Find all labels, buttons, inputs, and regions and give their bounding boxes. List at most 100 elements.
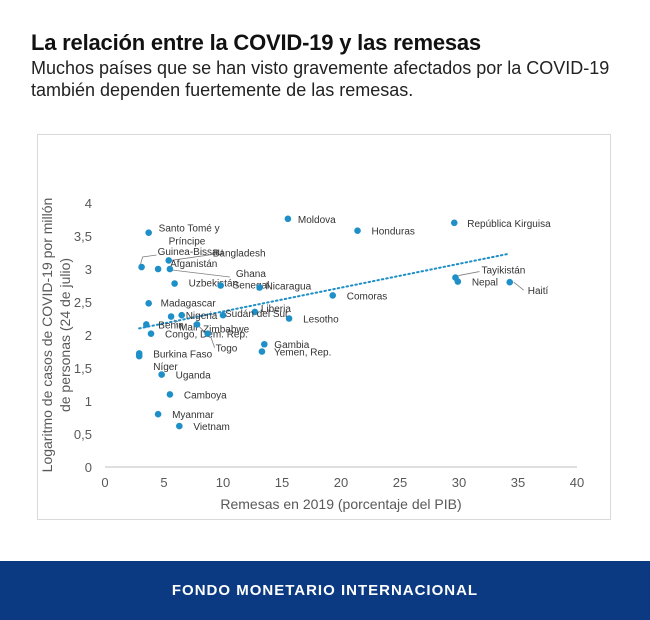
y-axis-label: Logaritmo de casos de COVID-19 por milló… <box>39 198 73 473</box>
point-label: Camboya <box>184 390 227 401</box>
point-label: Senegal <box>233 281 270 292</box>
data-point <box>193 321 201 328</box>
data-point <box>166 265 174 273</box>
data-point <box>138 263 145 271</box>
point-label: Nepal <box>472 278 498 289</box>
point-label: Nicaragua <box>266 281 312 292</box>
y-axis-label-line-1: Logaritmo de casos de COVID-19 por milló… <box>39 198 55 473</box>
point-label: Bangladesh <box>213 248 266 259</box>
data-point <box>147 330 155 337</box>
x-tick-label: 10 <box>216 475 230 490</box>
data-point <box>165 257 173 264</box>
point-label: Nigeria <box>186 311 218 322</box>
data-point <box>450 219 458 227</box>
data-point <box>284 215 292 223</box>
y-axis-label-line-2: de personas (24 de julio) <box>57 258 73 412</box>
point-label: Tayikistán <box>481 266 525 277</box>
leader-line <box>171 269 230 278</box>
footer-banner: FONDO MONETARIO INTERNACIONAL <box>0 561 650 620</box>
chart-frame <box>37 134 611 520</box>
leader-line <box>210 336 216 348</box>
x-axis-label: Remesas en 2019 (porcentaje del PIB) <box>220 496 461 512</box>
data-point <box>145 300 152 307</box>
point-label: Mali <box>179 323 197 334</box>
leader-line <box>170 254 213 261</box>
point-label: Lesotho <box>303 315 339 326</box>
point-label: Vietnam <box>193 422 230 433</box>
x-tick-label: 40 <box>570 475 584 490</box>
leader-line <box>513 281 524 291</box>
point-label: Gambia <box>274 340 309 351</box>
point-label: Togo <box>216 344 238 355</box>
data-point <box>145 229 152 236</box>
data-point <box>166 391 174 398</box>
data-point <box>135 352 143 360</box>
footer-text: FONDO MONETARIO INTERNACIONAL <box>171 582 479 599</box>
leader-line <box>140 254 157 265</box>
point-label: Zimbabwe <box>203 324 250 335</box>
chart-title: La relación entre la COVID-19 y las reme… <box>31 30 481 55</box>
point-label: Comoras <box>347 291 388 302</box>
point-label: Liberia <box>261 304 291 315</box>
point-label: Honduras <box>372 227 415 238</box>
x-tick-label: 20 <box>334 475 348 490</box>
leader-line <box>173 319 179 327</box>
point-label: Yemen, Rep. <box>274 348 331 359</box>
data-point <box>158 371 165 378</box>
data-point <box>167 313 175 320</box>
y-tick-label: 1,5 <box>74 361 92 376</box>
data-point <box>154 265 162 273</box>
point-label: Santo Tomé y Príncipe <box>159 224 220 248</box>
data-point <box>354 227 361 235</box>
y-tick-label: 0,5 <box>74 427 92 442</box>
point-label: Burkina Faso <box>153 349 212 360</box>
x-tick-label: 30 <box>452 475 466 490</box>
trendline <box>138 252 510 330</box>
point-label: Moldova <box>298 215 336 226</box>
point-label: Haití <box>528 286 549 297</box>
y-tick-label: 0 <box>85 460 92 475</box>
data-point <box>258 348 266 355</box>
y-tick-label: 2 <box>85 328 92 343</box>
point-label: Afganistán <box>170 259 217 270</box>
x-tick-label: 0 <box>101 475 108 490</box>
y-tick-label: 4 <box>85 196 92 211</box>
point-label: Uganda <box>176 371 211 382</box>
data-point <box>154 410 162 418</box>
data-point <box>143 321 150 328</box>
leader-line <box>458 271 480 276</box>
data-point <box>219 311 227 319</box>
data-point <box>217 282 224 289</box>
x-tick-label: 5 <box>160 475 167 490</box>
x-tick-label: 35 <box>511 475 525 490</box>
data-point <box>261 340 268 348</box>
chart-subtitle: Muchos países que se han visto gravement… <box>31 58 610 100</box>
x-tick-label: 25 <box>393 475 407 490</box>
y-tick-label: 3,5 <box>74 229 92 244</box>
point-label-line: Príncipe <box>169 237 206 248</box>
data-point <box>178 311 185 319</box>
leader-line <box>198 326 204 331</box>
point-label: Myanmar <box>172 410 214 421</box>
data-point <box>506 278 514 286</box>
point-label: Uzbekistán <box>189 279 238 290</box>
point-label: República Kirguisa <box>467 219 551 230</box>
y-tick-label: 3 <box>85 262 92 277</box>
data-point <box>176 422 183 430</box>
point-label: Madagascar <box>161 298 217 309</box>
data-point <box>171 280 178 287</box>
point-label: Guinea-Bissau <box>158 247 224 258</box>
scatter-chart: 00,511,522,533,540 5 10 15 20 25 30 35 40Remesas… <box>39 196 584 512</box>
data-point <box>204 330 211 337</box>
data-point <box>329 292 337 299</box>
point-label: Níger <box>153 362 178 373</box>
x-tick-label: 15 <box>275 475 289 490</box>
data-point <box>256 284 263 291</box>
y-tick-label: 2,5 <box>74 295 92 310</box>
point-label: Ghana <box>236 269 266 280</box>
data-point <box>251 308 259 316</box>
data-point <box>285 315 293 322</box>
point-label: Sudán del Sur <box>225 309 289 320</box>
point-label: Benin <box>158 320 184 331</box>
point-label-line: Santo Tomé y <box>159 224 220 235</box>
